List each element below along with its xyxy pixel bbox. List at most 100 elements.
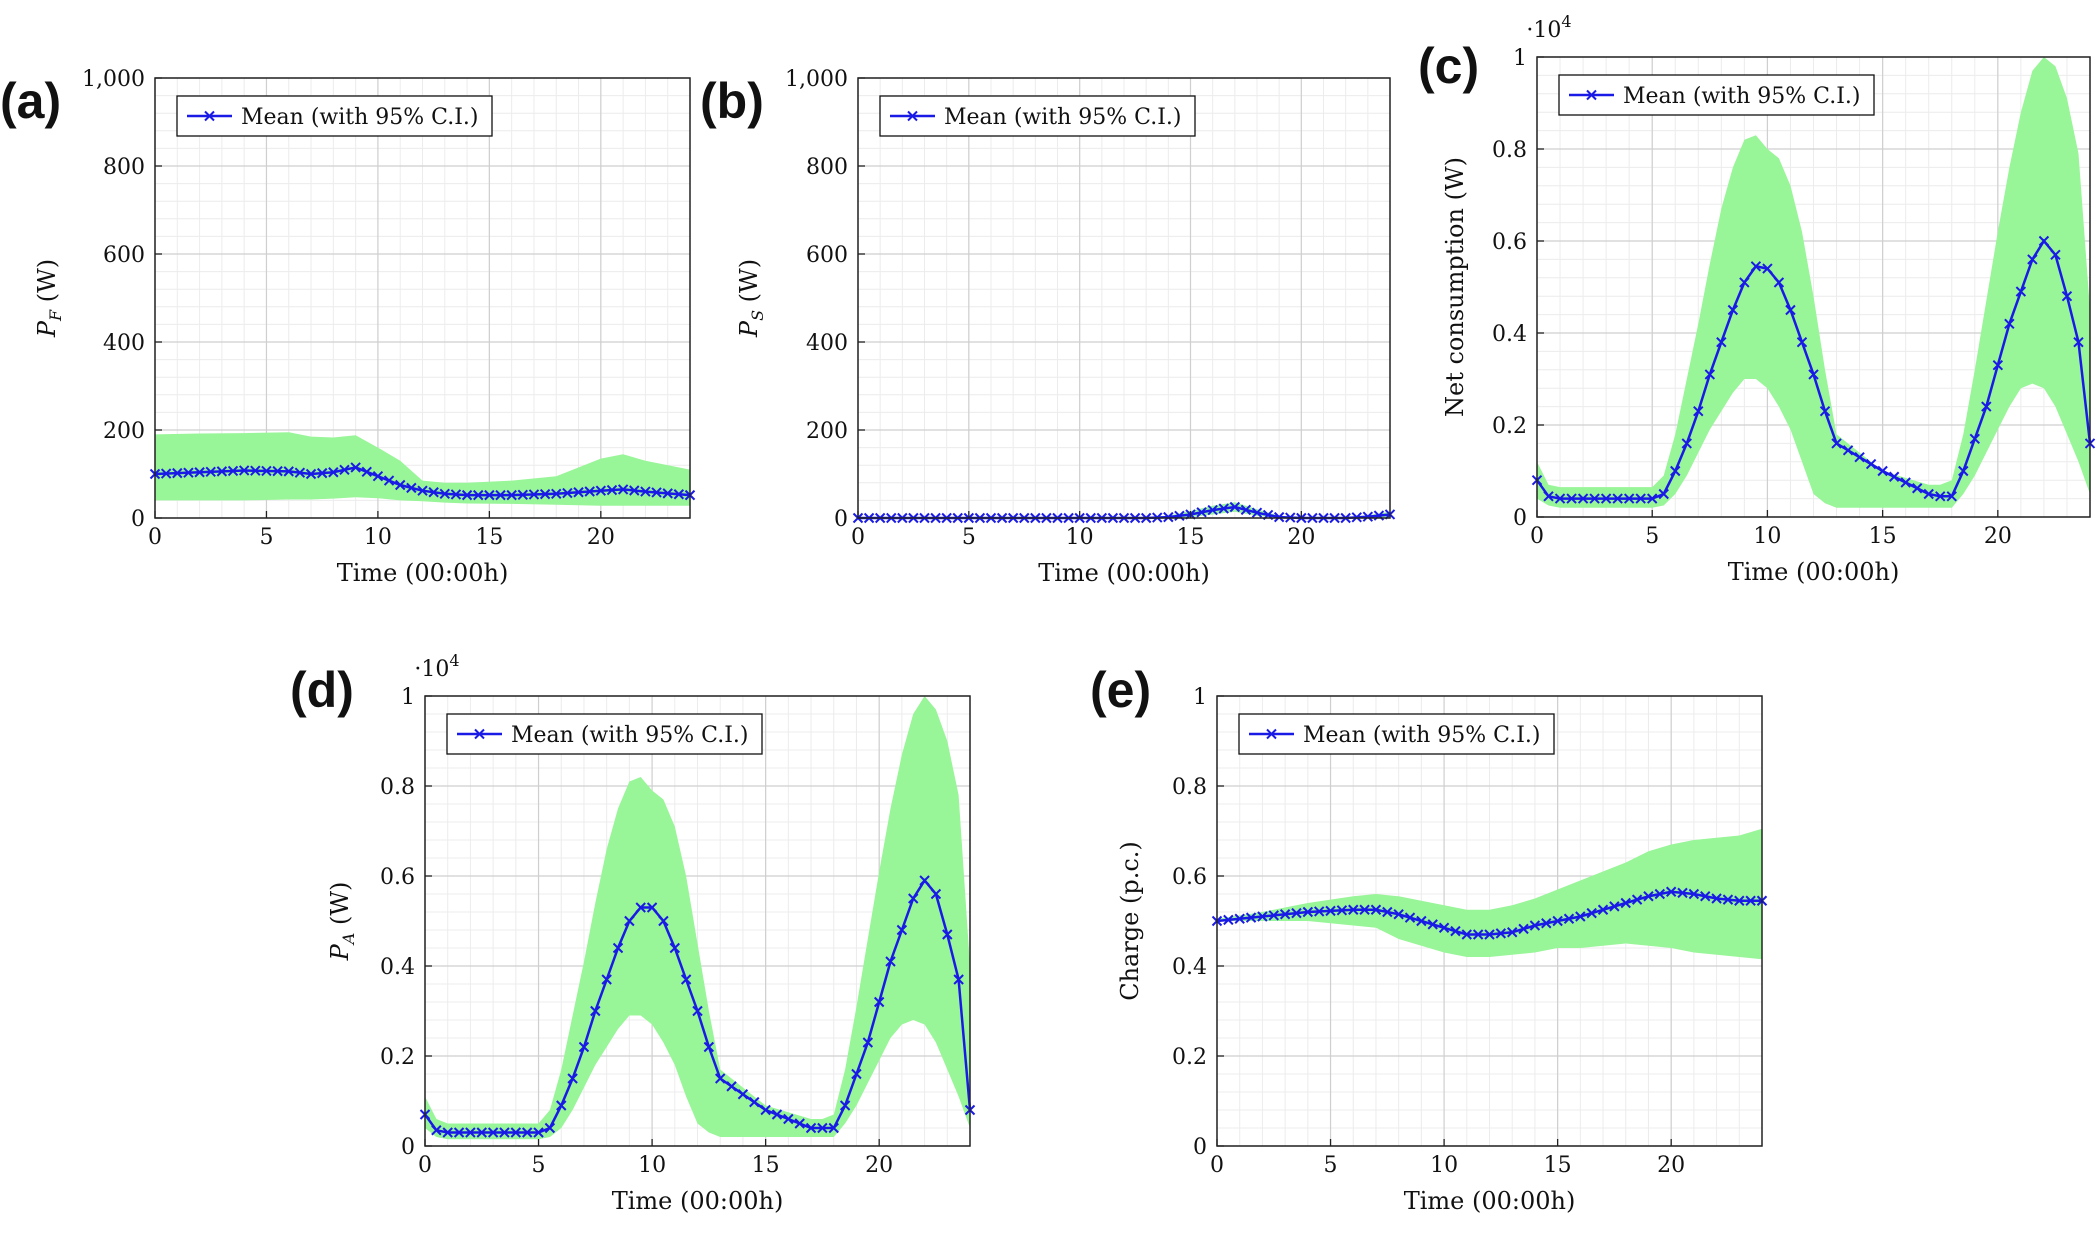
mean-point-marker	[851, 1068, 862, 1080]
x-tick-label: 20	[1657, 1153, 1685, 1178]
confidence-band	[1537, 57, 2090, 508]
mean-point-marker	[942, 929, 953, 940]
mean-point-marker	[1969, 433, 1980, 445]
mean-point-marker	[406, 482, 417, 494]
legend-label: Mean (with 95% C.I.)	[511, 723, 748, 748]
mean-point-marker	[862, 1037, 874, 1048]
mean-point-marker	[328, 467, 339, 478]
x-tick-label: 0	[1530, 524, 1544, 549]
mean-point-marker	[1688, 888, 1700, 900]
mean-point-marker	[828, 1122, 839, 1134]
legend-swatch-marker	[474, 728, 485, 740]
mean-point-marker	[595, 485, 607, 496]
y-tick-label: 0.8	[1492, 138, 1527, 163]
mean-point-marker	[431, 1125, 442, 1136]
plot-frame	[154, 77, 691, 519]
mean-point-marker	[1362, 511, 1374, 522]
mean-point-marker	[1240, 504, 1252, 516]
x-tick-label: 15	[475, 525, 503, 550]
mean-point-marker	[487, 1127, 499, 1138]
mean-point-marker	[442, 1127, 453, 1138]
y-axis-symbol: P	[735, 320, 763, 338]
y-tick-label: 400	[103, 331, 145, 356]
mean-point-marker	[539, 488, 551, 500]
x-tick-label: 0	[1210, 1153, 1224, 1178]
mean-point-marker	[715, 1073, 726, 1084]
axis-scale-base: ·10	[1526, 18, 1561, 43]
mean-point-marker	[680, 974, 692, 985]
axis-scale-label: ·104	[414, 651, 459, 682]
y-tick-label: 600	[103, 243, 145, 268]
x-tick-label: 0	[851, 525, 865, 550]
mean-point-marker	[2050, 249, 2061, 261]
mean-point-marker	[1495, 928, 1507, 939]
x-tick-label: 10	[1430, 1153, 1458, 1178]
y-tick-label: 1	[1193, 685, 1207, 710]
mean-point-marker	[1543, 491, 1554, 502]
x-axis-title: Time (00:00h)	[1404, 1187, 1576, 1215]
legend-label: Mean (with 95% C.I.)	[241, 105, 478, 130]
y-tick-label: 0.2	[1492, 414, 1527, 439]
mean-point-marker	[1461, 929, 1472, 940]
mean-point-marker	[590, 1005, 601, 1017]
x-tick-label: 5	[532, 1153, 546, 1178]
mean-point-marker	[339, 464, 350, 476]
y-tick-label: 200	[806, 419, 848, 444]
mean-point-marker	[521, 1127, 533, 1138]
mean-point-marker	[1700, 891, 1711, 902]
y-axis-title: PA (W)	[326, 882, 358, 962]
mean-point-marker	[1654, 888, 1666, 900]
mean-point-marker	[1958, 465, 1969, 477]
x-tick-label: 15	[1177, 525, 1205, 550]
mean-point-marker	[1877, 465, 1888, 477]
mean-point-marker	[528, 489, 540, 500]
y-axis-unit: (W)	[735, 259, 763, 310]
mean-point-marker	[1268, 910, 1279, 921]
mean-point-marker	[635, 902, 646, 913]
mean-point-marker	[1923, 488, 1934, 500]
panel-label: (e)	[1090, 662, 1151, 718]
y-tick-label: 0.8	[1172, 775, 1207, 800]
axis-scale-exponent: 4	[449, 651, 459, 670]
x-axis-title: Time (00:00h)	[1728, 558, 1900, 586]
x-tick-label: 5	[259, 525, 273, 550]
x-tick-label: 20	[865, 1153, 893, 1178]
mean-point-marker	[1563, 913, 1575, 924]
y-axis-title: PF (W)	[33, 259, 65, 338]
y-tick-label: 0.6	[1492, 230, 1527, 255]
mean-point-marker	[805, 1122, 817, 1134]
mean-point-marker	[1658, 488, 1669, 500]
mean-point-marker	[1785, 304, 1796, 316]
mean-point-marker	[499, 1127, 510, 1138]
mean-point-marker	[1750, 261, 1762, 272]
y-tick-label: 0.4	[1172, 955, 1207, 980]
mean-point-marker	[1589, 493, 1600, 504]
mean-point-marker	[350, 462, 361, 473]
mean-point-marker	[669, 942, 680, 954]
y-axis-symbol: P	[33, 320, 61, 338]
mean-point-marker	[1819, 405, 1831, 417]
mean-point-marker	[1586, 907, 1597, 919]
mean-point-marker	[1359, 904, 1370, 915]
y-tick-label: 0	[1193, 1135, 1207, 1160]
y-axis-subscript: F	[46, 309, 65, 322]
mean-point-marker	[551, 488, 562, 500]
y-tick-label: 0.2	[1172, 1045, 1207, 1070]
mean-point-marker	[703, 1041, 715, 1053]
mean-point-marker	[1313, 906, 1325, 917]
axis-scale-exponent: 4	[1561, 12, 1571, 31]
mean-point-marker	[261, 465, 272, 477]
mean-point-marker	[873, 996, 885, 1008]
confidence-band	[1217, 828, 1762, 960]
mean-point-marker	[578, 1041, 590, 1053]
mean-point-marker	[2004, 318, 2015, 330]
mean-point-marker	[794, 1118, 805, 1129]
mean-point-marker	[283, 466, 294, 477]
x-tick-label: 15	[752, 1153, 780, 1178]
mean-point-marker	[1665, 886, 1677, 897]
mean-point-marker	[465, 1127, 476, 1138]
mean-point-marker	[1722, 894, 1734, 905]
mean-point-marker	[783, 1113, 794, 1125]
mean-point-marker	[461, 489, 473, 501]
plot-frame	[1216, 695, 1763, 1147]
